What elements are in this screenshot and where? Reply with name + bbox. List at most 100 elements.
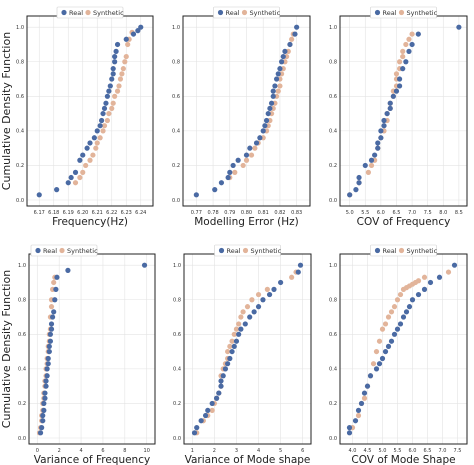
synthetic-point — [445, 269, 452, 275]
real-point — [409, 41, 415, 48]
real-point — [114, 41, 121, 48]
real-point — [218, 378, 224, 384]
synthetic-point — [244, 304, 251, 310]
synthetic-point — [116, 83, 122, 89]
chart-panel-1: 6.17 6.18 6.19 6.20 6.21 6.22 6.23 6.24 0.0 0.2 0.… — [0, 6, 154, 228]
synthetic-point — [361, 395, 368, 401]
x-tick-label: 2 — [58, 448, 61, 454]
real-point — [257, 135, 263, 141]
synthetic-point — [248, 152, 255, 158]
x-tick-label: 4 — [257, 448, 260, 454]
y-tick-label: 1.0 — [329, 25, 337, 31]
real-point — [400, 314, 407, 320]
x-tick-label: 0.79 — [224, 210, 235, 216]
real-point — [406, 304, 413, 310]
real-point — [106, 88, 112, 94]
real-point — [40, 412, 46, 419]
synthetic-point — [231, 331, 237, 337]
chart-panel-5: 1 2 3 4 5 6 0.0 0.2 0.4 0.6 0.8 1.0 Real Synthetic Var… — [173, 244, 312, 465]
real-point — [267, 105, 273, 112]
y-tick-label: 0.0 — [16, 198, 24, 204]
synthetic-point — [80, 169, 86, 175]
synthetic-point — [289, 36, 295, 42]
x-tick-label: 5.5 — [394, 448, 402, 454]
real-point — [260, 128, 266, 134]
plot-frame — [26, 15, 154, 207]
real-point — [44, 373, 50, 379]
real-point — [353, 187, 359, 193]
real-point — [356, 174, 362, 181]
x-axis-label: Modelling Error (Hz) — [194, 216, 299, 228]
real-point — [409, 297, 416, 303]
chart-panel-2: 0.77 0.78 0.79 0.80 0.81 0.82 0.83 0.0 0.2 0.4 0.6… — [172, 6, 311, 228]
real-point — [47, 331, 54, 337]
real-point — [278, 279, 284, 286]
y-tick-label: 0.4 — [18, 367, 26, 373]
x-axis-label: COV of Mode Shape — [351, 454, 455, 465]
legend-marker-synthetic — [398, 9, 405, 16]
real-point — [46, 348, 52, 355]
real-point — [421, 286, 428, 292]
synthetic-point — [397, 59, 403, 65]
synthetic-point — [252, 145, 258, 151]
synthetic-point — [385, 314, 392, 320]
y-tick-label: 0.4 — [172, 129, 180, 135]
real-point — [279, 59, 285, 65]
real-point — [42, 390, 48, 396]
real-point — [107, 83, 113, 89]
real-point — [91, 135, 97, 141]
real-point — [381, 123, 387, 129]
synthetic-point — [388, 309, 395, 315]
real-point — [44, 366, 50, 372]
real-point — [393, 88, 400, 94]
y-tick-label: 0.6 — [172, 94, 180, 100]
real-point — [273, 76, 280, 82]
x-tick-label: 6 — [301, 448, 304, 454]
real-point — [65, 180, 71, 186]
synthetic-point — [122, 59, 128, 65]
real-point — [77, 157, 83, 163]
y-tick-label: 0.2 — [18, 401, 26, 407]
real-point — [225, 361, 231, 367]
synthetic-point — [97, 135, 103, 141]
real-point — [379, 355, 386, 362]
real-point — [272, 83, 278, 89]
synthetic-point — [101, 123, 108, 129]
synthetic-point — [100, 128, 106, 134]
synthetic-point — [240, 162, 246, 169]
synthetic-point — [355, 412, 362, 419]
x-axis-label: Variance of Frequency — [34, 454, 150, 465]
y-tick-label: 0.6 — [329, 332, 337, 338]
synthetic-point — [114, 88, 121, 94]
synthetic-point — [409, 31, 415, 37]
synthetic-point — [104, 117, 110, 124]
real-point — [227, 355, 233, 362]
synthetic-point — [289, 274, 295, 280]
real-point — [242, 321, 248, 327]
legend-marker-real — [374, 9, 381, 16]
real-point — [225, 174, 231, 181]
real-point — [400, 66, 406, 72]
real-point — [193, 192, 199, 198]
synthetic-point — [48, 304, 55, 310]
x-tick-label: 6.18 — [48, 210, 59, 216]
x-tick-label: 6.17 — [34, 210, 45, 216]
synthetic-point — [123, 53, 129, 60]
y-tick-label: 0.2 — [329, 163, 337, 169]
legend-label-real: Real — [383, 9, 397, 17]
real-point — [251, 309, 257, 315]
synthetic-point — [229, 338, 235, 344]
legend-marker-real — [218, 247, 225, 254]
legend-label-synthetic: Synthetic — [407, 247, 438, 255]
real-point — [387, 100, 393, 106]
real-point — [355, 407, 362, 413]
synthetic-point — [125, 41, 131, 48]
real-point — [397, 321, 404, 327]
real-point — [220, 373, 226, 379]
synthetic-point — [90, 152, 96, 158]
x-tick-label: 8.5 — [455, 210, 463, 216]
real-point — [381, 117, 387, 124]
x-tick-label: 5.0 — [346, 210, 354, 216]
x-tick-label: 8.0 — [439, 210, 447, 216]
real-point — [52, 297, 58, 303]
